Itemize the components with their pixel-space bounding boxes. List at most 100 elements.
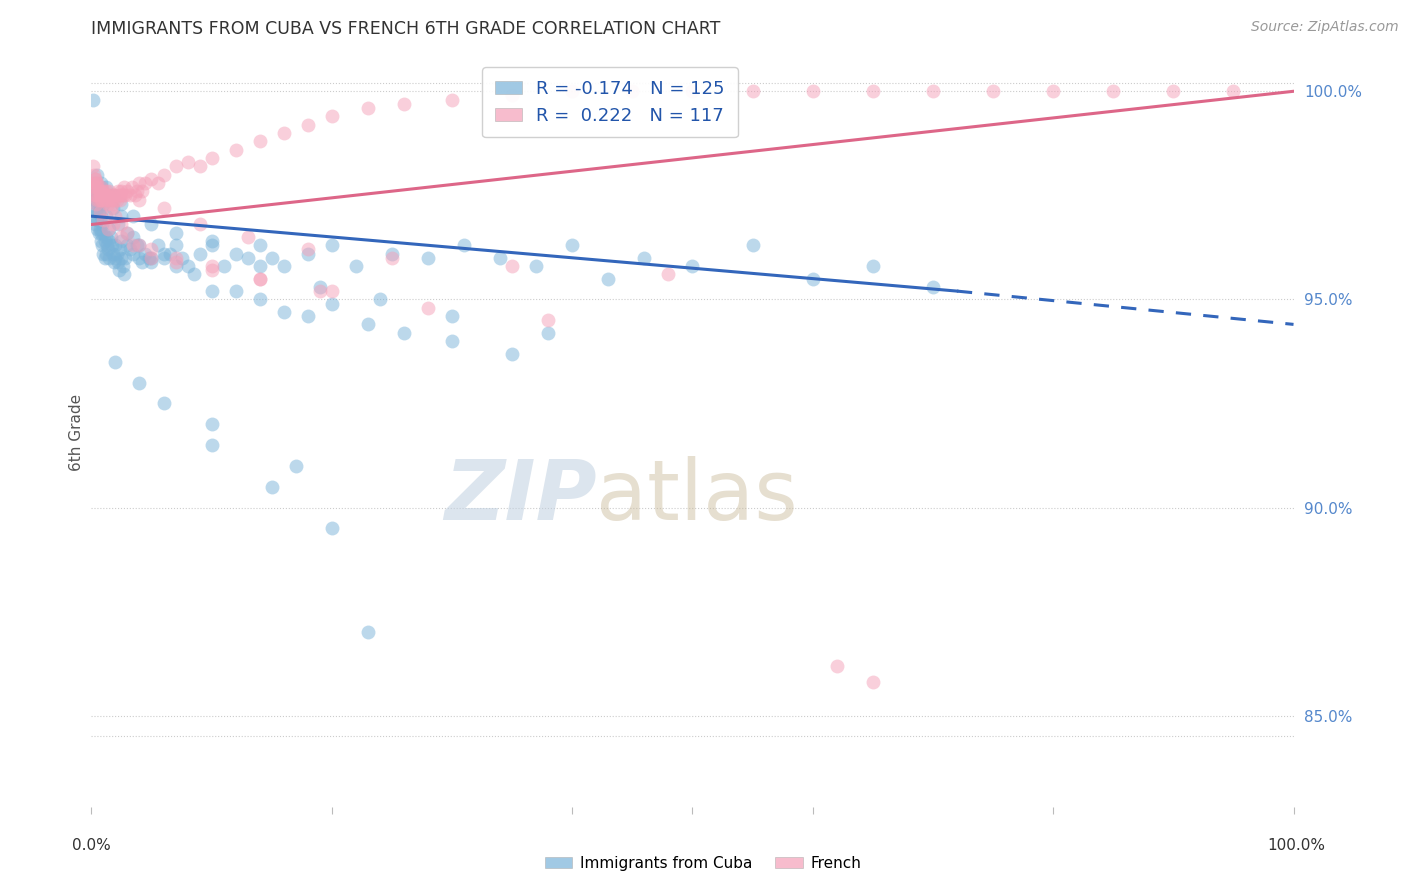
Point: [89, 221, 111, 235]
Point: [97, 243, 120, 257]
Point: [86, 176, 108, 190]
Point: [501, 88, 523, 103]
Point: [98, 251, 121, 265]
Point: [122, 238, 145, 252]
Point: [922, 280, 945, 294]
Point: [125, 238, 148, 252]
Point: [93, 184, 115, 198]
Point: [101, 218, 124, 232]
Point: [90, 226, 112, 240]
Point: [260, 480, 283, 494]
Point: [98, 221, 121, 235]
Point: [141, 251, 163, 265]
Point: [344, 259, 367, 273]
Point: [152, 246, 174, 260]
Point: [321, 109, 343, 123]
Point: [416, 301, 439, 315]
Point: [84, 196, 107, 211]
Point: [598, 271, 620, 285]
Point: [381, 251, 404, 265]
Point: [100, 230, 122, 244]
Point: [165, 226, 187, 240]
Point: [110, 188, 132, 202]
Point: [1102, 84, 1125, 98]
Point: [111, 188, 134, 202]
Text: 100.0%: 100.0%: [1267, 838, 1326, 853]
Point: [90, 180, 112, 194]
Point: [83, 188, 105, 202]
Point: [84, 193, 107, 207]
Point: [128, 176, 150, 190]
Point: [134, 176, 156, 190]
Point: [657, 268, 679, 282]
Point: [90, 176, 112, 190]
Point: [101, 201, 124, 215]
Point: [110, 234, 132, 248]
Point: [94, 188, 117, 202]
Point: [87, 193, 110, 207]
Point: [110, 243, 132, 257]
Point: [225, 143, 247, 157]
Point: [114, 251, 136, 265]
Point: [94, 180, 117, 194]
Point: [170, 251, 193, 265]
Point: [101, 246, 124, 260]
Point: [91, 218, 114, 232]
Point: [201, 238, 224, 252]
Point: [87, 205, 110, 219]
Point: [84, 218, 107, 232]
Y-axis label: 6th Grade: 6th Grade: [69, 394, 84, 471]
Point: [368, 293, 391, 307]
Point: [225, 246, 247, 260]
Point: [862, 84, 884, 98]
Point: [922, 84, 945, 98]
Point: [83, 168, 105, 182]
Point: [183, 268, 205, 282]
Point: [249, 271, 271, 285]
Point: [86, 193, 108, 207]
Point: [862, 675, 884, 690]
Point: [107, 255, 129, 269]
Point: [112, 180, 135, 194]
Point: [98, 234, 121, 248]
Point: [100, 193, 122, 207]
Point: [165, 259, 187, 273]
Point: [440, 93, 463, 107]
Point: [249, 271, 271, 285]
Point: [165, 255, 187, 269]
Point: [201, 151, 224, 165]
Legend: Immigrants from Cuba, French: Immigrants from Cuba, French: [538, 850, 868, 877]
Point: [110, 196, 132, 211]
Point: [741, 238, 763, 252]
Point: [1161, 84, 1184, 98]
Point: [297, 309, 319, 323]
Point: [501, 346, 523, 360]
Point: [84, 171, 107, 186]
Point: [1222, 84, 1244, 98]
Point: [633, 251, 655, 265]
Point: [131, 255, 153, 269]
Point: [236, 251, 259, 265]
Point: [98, 188, 121, 202]
Point: [225, 284, 247, 298]
Point: [110, 209, 132, 223]
Point: [201, 438, 224, 452]
Text: 0.0%: 0.0%: [72, 838, 111, 853]
Point: [141, 218, 163, 232]
Point: [117, 226, 139, 240]
Point: [176, 259, 198, 273]
Point: [110, 193, 132, 207]
Point: [121, 180, 143, 194]
Point: [201, 263, 224, 277]
Point: [125, 184, 148, 198]
Point: [321, 296, 343, 310]
Point: [188, 246, 211, 260]
Point: [249, 293, 271, 307]
Point: [89, 196, 111, 211]
Point: [308, 284, 330, 298]
Point: [141, 171, 163, 186]
Point: [86, 221, 108, 235]
Point: [128, 238, 150, 252]
Point: [212, 259, 235, 273]
Point: [825, 658, 848, 673]
